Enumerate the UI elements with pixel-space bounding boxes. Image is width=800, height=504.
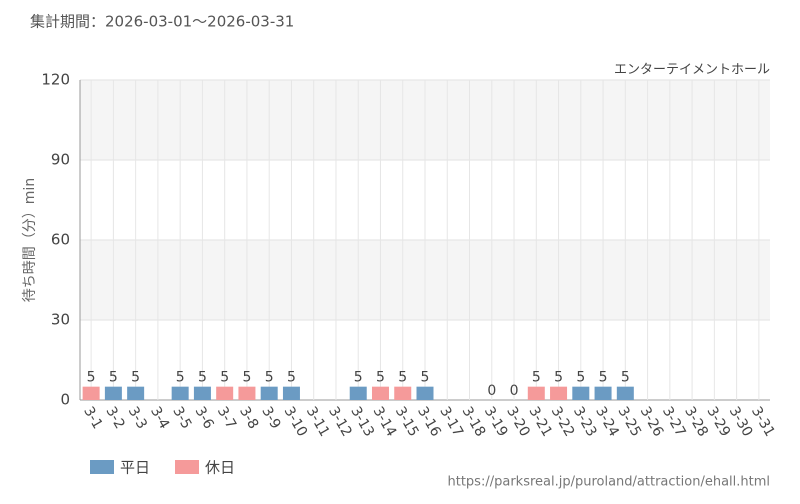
bar bbox=[350, 387, 367, 400]
value-label: 5 bbox=[198, 370, 207, 386]
y-tick-label: 120 bbox=[41, 71, 70, 89]
value-label: 5 bbox=[599, 370, 608, 386]
bar bbox=[417, 387, 434, 400]
bar bbox=[172, 387, 189, 400]
legend-label: 休日 bbox=[205, 459, 235, 477]
x-tick-label: 3-9 bbox=[258, 404, 283, 432]
bar bbox=[550, 387, 567, 400]
source: https://parksreal.jp/puroland/attraction… bbox=[448, 475, 771, 490]
value-label: 0 bbox=[487, 383, 496, 399]
legend-swatch bbox=[175, 460, 199, 474]
bar bbox=[194, 387, 211, 400]
value-label: 5 bbox=[421, 370, 430, 386]
y-tick-label: 90 bbox=[51, 151, 70, 169]
legend-label: 平日 bbox=[120, 459, 150, 477]
value-label: 5 bbox=[131, 370, 140, 386]
x-tick-label: 3-7 bbox=[214, 404, 239, 432]
y-axis-label: 待ち時間（分）min bbox=[22, 178, 38, 302]
bar bbox=[83, 387, 100, 400]
value-label: 5 bbox=[220, 370, 229, 386]
y-tick-label: 30 bbox=[51, 311, 70, 329]
legend-swatch bbox=[90, 460, 114, 474]
value-label: 5 bbox=[376, 370, 385, 386]
x-tick-label: 3-2 bbox=[102, 404, 127, 432]
value-label: 5 bbox=[354, 370, 363, 386]
value-label: 0 bbox=[510, 383, 519, 399]
x-tick-label: 3-5 bbox=[169, 404, 194, 432]
bar bbox=[617, 387, 634, 400]
chart-title: 集計期間：2026-03-01～2026-03-31 bbox=[30, 13, 294, 31]
chart-subtitle: エンターテイメントホール bbox=[614, 63, 770, 78]
bar bbox=[238, 387, 255, 400]
value-label: 5 bbox=[554, 370, 563, 386]
bar bbox=[595, 387, 612, 400]
bar bbox=[283, 387, 300, 400]
y-tick-label: 60 bbox=[51, 231, 70, 249]
value-label: 5 bbox=[287, 370, 296, 386]
bar bbox=[216, 387, 233, 400]
x-tick-label: 3-31 bbox=[748, 404, 778, 440]
value-label: 5 bbox=[576, 370, 585, 386]
value-label: 5 bbox=[265, 370, 274, 386]
bar bbox=[394, 387, 411, 400]
x-tick-label: 3-1 bbox=[80, 404, 105, 432]
x-tick-label: 3-8 bbox=[236, 404, 261, 432]
bar bbox=[372, 387, 389, 400]
value-label: 5 bbox=[109, 370, 118, 386]
y-tick-label: 0 bbox=[60, 391, 70, 409]
value-label: 5 bbox=[176, 370, 185, 386]
x-tick-label: 3-4 bbox=[147, 404, 172, 432]
x-tick-label: 3-3 bbox=[125, 404, 150, 432]
value-label: 5 bbox=[532, 370, 541, 386]
value-label: 5 bbox=[398, 370, 407, 386]
value-label: 5 bbox=[621, 370, 630, 386]
bar bbox=[105, 387, 122, 400]
bar bbox=[127, 387, 144, 400]
value-label: 5 bbox=[242, 370, 251, 386]
x-tick-label: 3-6 bbox=[191, 404, 216, 432]
bar bbox=[528, 387, 545, 400]
value-label: 5 bbox=[87, 370, 96, 386]
bar bbox=[261, 387, 278, 400]
bar bbox=[572, 387, 589, 400]
